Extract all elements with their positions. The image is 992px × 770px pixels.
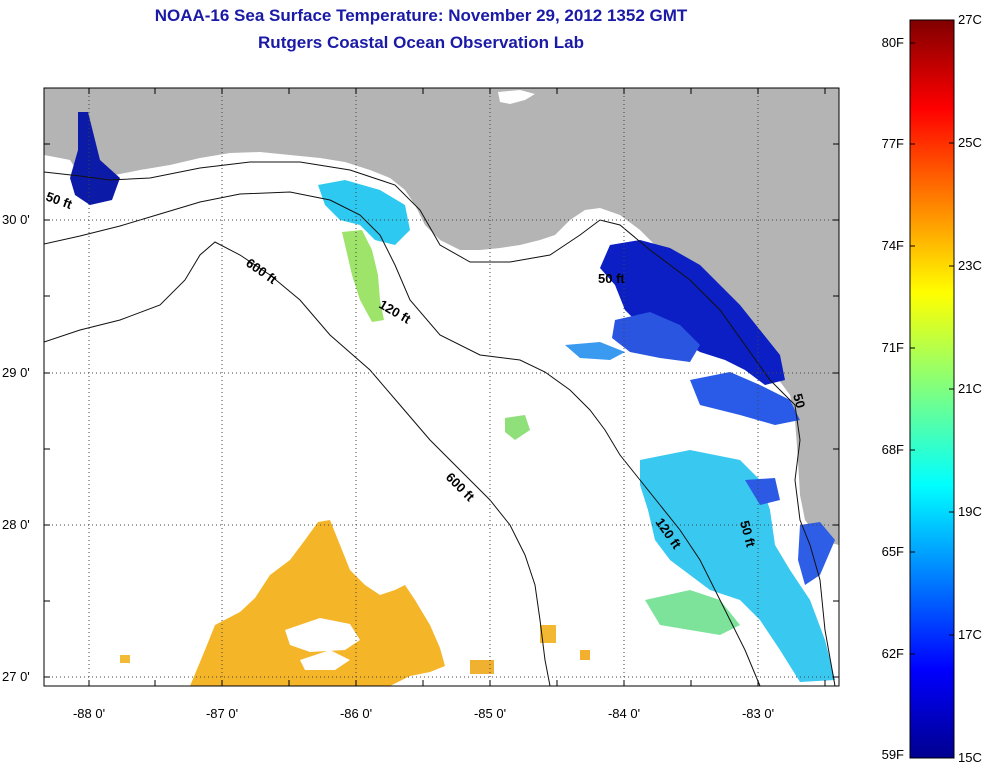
cb-f-71: 71F [881,340,904,355]
warm-sst-speck [120,655,130,663]
cb-c-25: 25C [958,135,982,150]
nw-cold-patch [70,112,120,205]
map-subtitle: Rutgers Coastal Ocean Observation Lab [258,33,584,52]
lat-label-27: 27 0' [2,669,30,684]
cb-c-19: 19C [958,504,982,519]
warm-sst-speck [580,650,590,660]
lake-inlet [498,90,535,104]
cb-c-23: 23C [958,258,982,273]
lon-label-87: -87 0' [205,706,239,721]
blue-sst-patch [745,478,780,505]
colorbar [909,19,955,759]
graticule [44,88,839,686]
contour-label-50-far: 50 [790,392,808,410]
cb-f-59: 59F [881,747,904,762]
mid-blue-sst-patch [690,372,800,425]
cb-f-80: 80F [881,35,904,50]
warm-sst-patch [190,520,445,686]
green-sst-patch [505,415,530,440]
green-sst-patch [645,590,740,635]
colorbar-ticks [910,19,954,655]
lon-label-84: -84 0' [607,706,641,721]
map-frame [43,87,840,687]
lon-label-85: -85 0' [473,706,507,721]
lon-label-88: -88 0' [72,706,106,721]
warm-sst-speck [470,660,494,674]
green-sst-patch [342,230,384,322]
contour-label-50ft-se: 50 ft [737,519,759,549]
contour-120ft [44,191,761,686]
lat-label-29: 29 0' [2,365,30,380]
cb-f-65: 65F [881,544,904,559]
contour-label-50ft-e: 50 ft [598,271,625,286]
cold-sst-patch [600,240,785,385]
land-mass [44,88,839,545]
cyan-sst-patch [318,180,410,245]
cb-c-17: 17C [958,627,982,642]
lon-label-86: -86 0' [339,706,373,721]
lat-label-28: 28 0' [2,517,30,532]
cb-f-74: 74F [881,238,904,253]
lat-label-30: 30 0' [2,212,30,227]
contour-600ft [44,241,551,686]
cb-c-27: 27C [958,12,982,27]
axis-ticks [44,88,839,686]
warm-sst-hole-2 [300,650,350,670]
cb-c-21: 21C [958,381,982,396]
light-blue-sst-patch [565,342,625,360]
cb-f-68: 68F [881,442,904,457]
lon-label-83: -83 0' [741,706,775,721]
contour-50ft [44,161,836,686]
warm-sst-speck [540,625,556,643]
cb-f-77: 77F [881,136,904,151]
warm-sst-hole [285,618,360,652]
cb-f-62: 62F [881,646,904,661]
cyan-sst-patch [640,450,835,682]
map-title: NOAA-16 Sea Surface Temperature: Novembe… [154,6,688,25]
cb-c-15: 15C [958,750,982,765]
mid-blue-sst-patch [612,312,700,362]
